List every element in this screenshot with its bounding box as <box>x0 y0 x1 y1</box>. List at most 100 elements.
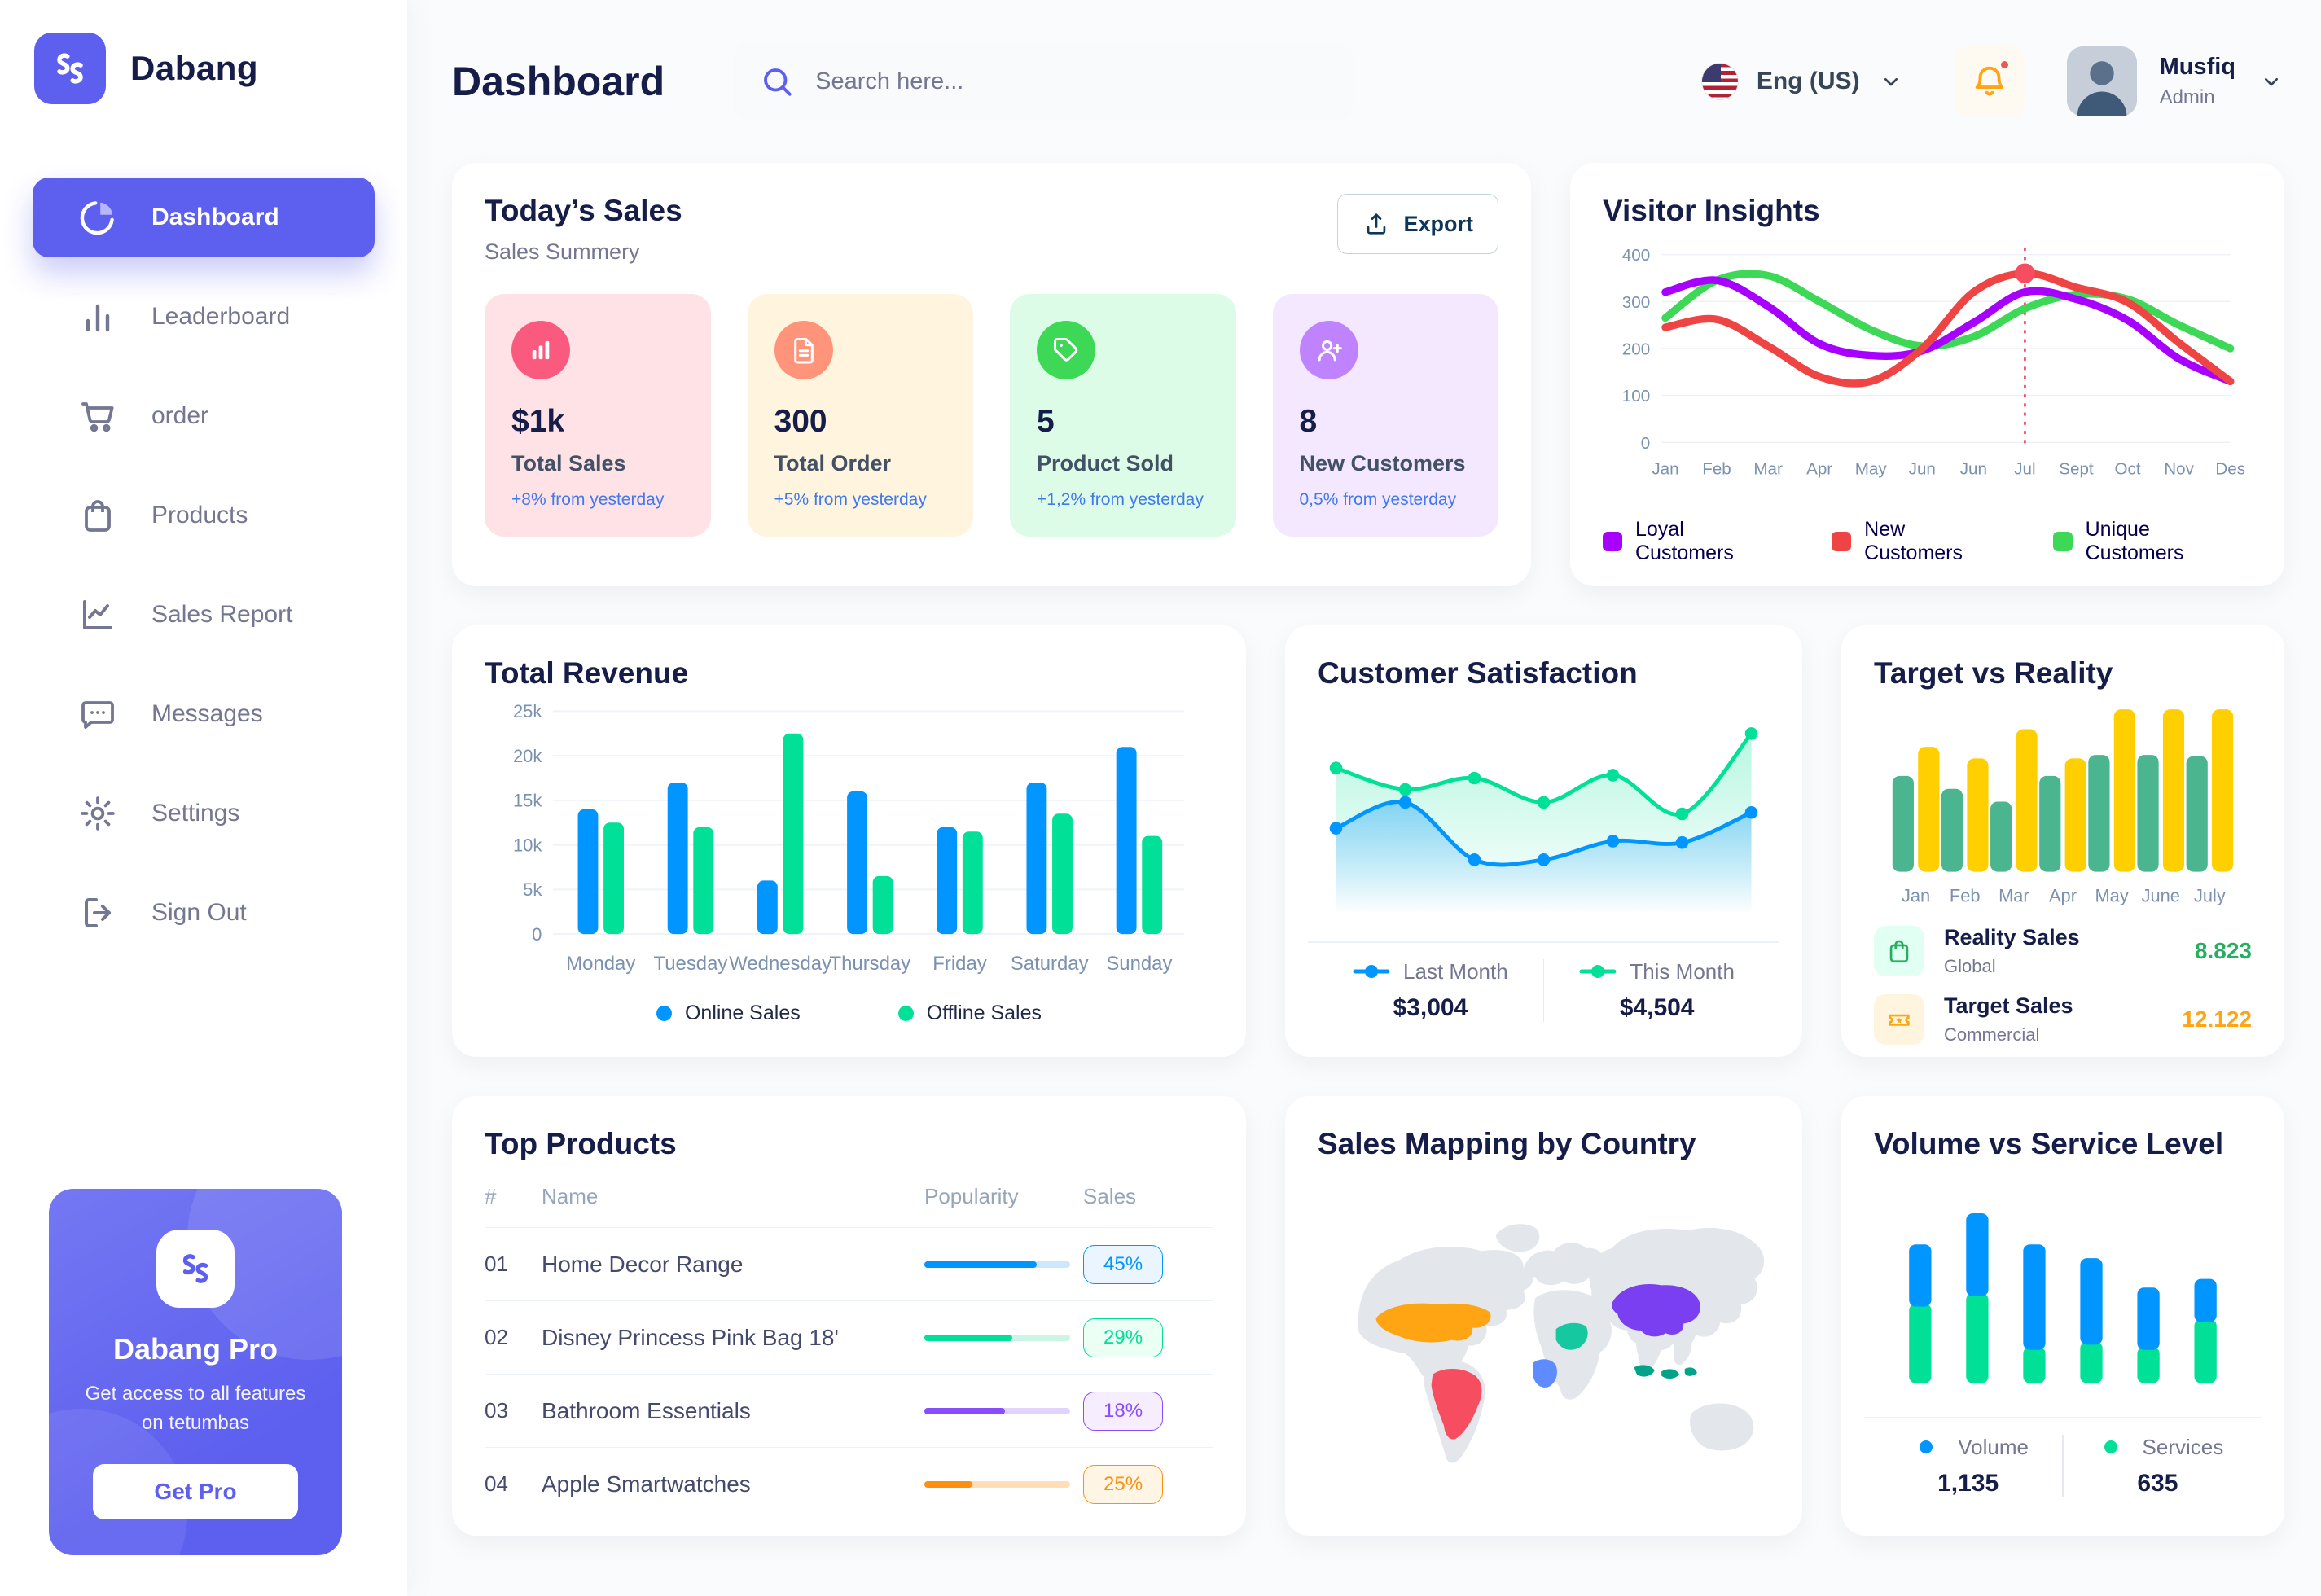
product-row-03: 03 Bathroom Essentials 18% <box>485 1374 1213 1447</box>
country-china[interactable] <box>1612 1283 1700 1337</box>
stat-label: Total Sales <box>511 451 626 476</box>
svg-text:400: 400 <box>1622 246 1650 265</box>
divider <box>1308 941 1779 943</box>
page-title: Dashboard <box>452 59 665 104</box>
svg-text:Jun: Jun <box>1960 460 1987 479</box>
volume-vs-service-card: Volume vs Service Level Volume 1,135 Servi… <box>1841 1096 2284 1536</box>
gear-icon <box>81 796 115 831</box>
bar-chart-icon <box>86 304 110 332</box>
sidebar-item-label: Sign Out <box>151 899 247 926</box>
svg-text:20k: 20k <box>513 746 542 766</box>
stat-card-total-sales: $1k Total Sales +8% from yesterday <box>485 294 711 537</box>
sidebar-item-label: Sales Report <box>151 601 293 628</box>
sidebar-item-messages[interactable]: Messages <box>33 674 375 754</box>
get-pro-button[interactable]: Get Pro <box>93 1464 298 1519</box>
stat-value: 8 <box>1299 404 1318 439</box>
col-popularity: Popularity <box>924 1184 1019 1208</box>
bag-icon <box>85 500 111 532</box>
sidebar-item-label: Dashboard <box>151 204 279 230</box>
volume-vs-service-legend: Volume 1,135 Services 635 <box>1874 1434 2252 1497</box>
svg-text:Saturday: Saturday <box>1011 953 1089 975</box>
total-revenue-legend: Online Sales Offline Sales <box>485 990 1213 1025</box>
col-name: Name <box>542 1184 599 1208</box>
chevron-down-icon <box>2265 78 2278 86</box>
product-row-02: 02 Disney Princess Pink Bag 18' 29% <box>485 1300 1213 1374</box>
legend-item-services: Services 635 <box>2064 1435 2252 1497</box>
svg-text:Oct: Oct <box>2115 460 2141 479</box>
profile-menu[interactable]: Musfiq Admin <box>2066 46 2284 116</box>
sidebar-item-products[interactable]: Products <box>33 476 375 555</box>
legend-value: 8.823 <box>2194 938 2252 963</box>
total-revenue-card: Total Revenue 0 5k 10k 15k 20k 25k Monday Tuesd… <box>452 625 1246 1057</box>
sidebar-item-sales-report[interactable]: Sales Report <box>33 575 375 655</box>
line-chart-icon <box>83 600 112 629</box>
continent-europe <box>1523 1243 1604 1286</box>
stat-label: Product Sold <box>1037 451 1174 476</box>
sidebar-item-order[interactable]: order <box>33 376 375 456</box>
country-saudi-arabia[interactable] <box>1555 1322 1588 1350</box>
continent-indochina <box>1673 1330 1692 1366</box>
target-vs-reality-chart: Jan Feb Mar Apr May June July <box>1874 695 2252 909</box>
sidebar-item-leaderboard[interactable]: Leaderboard <box>33 277 375 357</box>
svg-text:Jan: Jan <box>1652 460 1678 479</box>
svg-text:Jul: Jul <box>2014 460 2035 479</box>
svg-text:10k: 10k <box>513 835 542 855</box>
stat-card-total-order: 300 Total Order +5% from yesterday <box>747 294 973 537</box>
svg-text:Feb: Feb <box>1950 885 1981 905</box>
language-selector[interactable]: Eng (US) <box>1700 63 1904 100</box>
legend-item: Online Sales <box>656 1002 801 1025</box>
product-index: 04 <box>485 1471 508 1496</box>
sidebar-menu: Dashboard Leaderboard order Products Sales R… <box>33 178 375 953</box>
stat-card-new-customers: 8 New Customers 0,5% from yesterday <box>1272 294 1498 537</box>
svg-text:Feb: Feb <box>1702 460 1731 479</box>
today-sales-card: Today’s Sales Sales Summery Export $1k To… <box>452 163 1531 586</box>
sign-out-icon <box>85 898 111 927</box>
svg-text:July: July <box>2194 885 2226 905</box>
target-legend-row-global: Reality Sales Global 8.823 <box>1874 925 2252 977</box>
legend-item: New Customers <box>1832 518 2007 565</box>
svg-text:200: 200 <box>1622 340 1650 358</box>
product-row-01: 01 Home Decor Range 45% <box>485 1227 1213 1300</box>
svg-text:0: 0 <box>1641 434 1650 453</box>
svg-text:300: 300 <box>1622 293 1650 312</box>
svg-text:Friday: Friday <box>932 953 986 975</box>
volume-vs-service-title: Volume vs Service Level <box>1874 1127 2224 1160</box>
message-icon <box>81 701 114 729</box>
divider <box>1542 958 1545 1022</box>
sales-badge: 25% <box>1083 1464 1164 1504</box>
stat-delta: 0,5% from yesterday <box>1299 490 1457 509</box>
app-logo[interactable]: Dabang <box>33 33 375 104</box>
pro-card: Dabang Pro Get access to all features on… <box>49 1189 342 1555</box>
sidebar-item-label: Messages <box>151 700 263 727</box>
top-products-rows: 01 Home Decor Range 45% 02 Disney Princess P… <box>485 1227 1213 1520</box>
chart-icon <box>511 321 570 379</box>
country-dr-congo[interactable] <box>1533 1359 1557 1388</box>
avatar <box>2066 46 2137 116</box>
svg-text:Thursday: Thursday <box>830 953 911 975</box>
country-brazil[interactable] <box>1431 1368 1482 1440</box>
total-revenue-chart: 0 5k 10k 15k 20k 25k Monday Tuesday Wednesday Thu… <box>485 700 1213 990</box>
legend-value: $3,004 <box>1393 993 1468 1021</box>
search-box[interactable] <box>734 43 1354 120</box>
notification-bell[interactable] <box>1954 46 2025 116</box>
popularity-bar <box>924 1334 1071 1341</box>
country-usa[interactable] <box>1375 1303 1491 1343</box>
user-role: Admin <box>2159 86 2215 108</box>
target-vs-reality-legend: Reality Sales Global 8.823 Target Sales Comm… <box>1874 909 2252 1046</box>
top-products-title: Top Products <box>485 1127 677 1160</box>
country-indonesia[interactable] <box>1634 1365 1697 1379</box>
sidebar-item-dashboard[interactable]: Dashboard <box>33 178 375 257</box>
sidebar-item-sign-out[interactable]: Sign Out <box>33 873 375 953</box>
sales-mapping-title: Sales Mapping by Country <box>1318 1127 1696 1160</box>
stat-delta: +8% from yesterday <box>511 490 665 509</box>
legend-item: Loyal Customers <box>1603 518 1786 565</box>
legend-value: 12.122 <box>2182 1006 2252 1032</box>
today-sales-subtitle: Sales Summery <box>485 239 640 264</box>
sidebar-item-settings[interactable]: Settings <box>33 774 375 853</box>
svg-text:5k: 5k <box>523 879 542 900</box>
export-button[interactable]: Export <box>1337 194 1498 254</box>
continent-australia <box>1690 1403 1754 1451</box>
pro-card-subtitle: Get access to all features on tetumbas <box>85 1383 306 1434</box>
search-input[interactable] <box>814 67 1327 96</box>
customer-satisfaction-legend: Last Month $3,004 This Month $4,504 <box>1318 958 1770 1022</box>
